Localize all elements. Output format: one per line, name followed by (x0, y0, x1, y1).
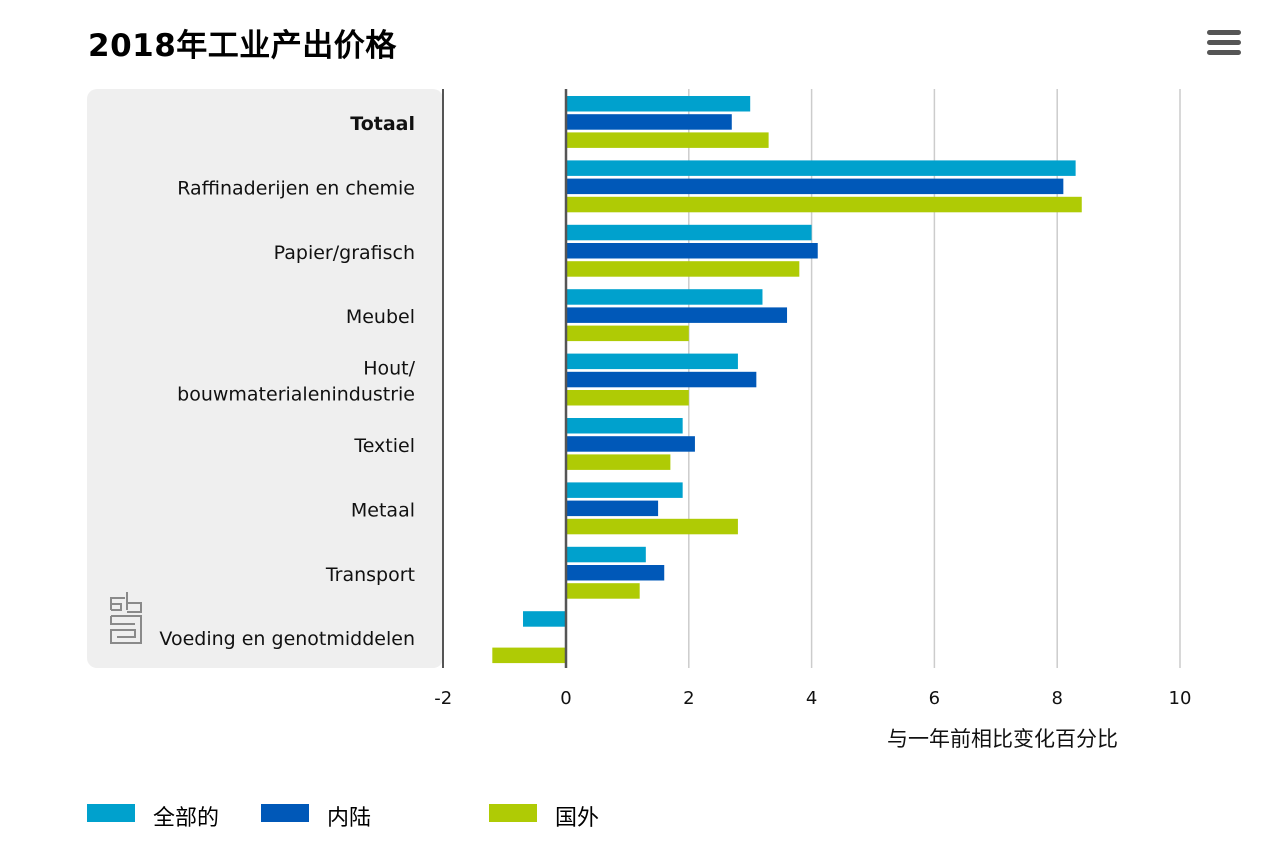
legend-swatch-totaal (87, 804, 135, 822)
bar-buitenland-4 (566, 325, 689, 342)
category-label: Meubel (346, 306, 415, 328)
legend: 全部的 内陆 国外 (0, 800, 1267, 840)
bar-totaal-3 (566, 224, 812, 241)
category-label: Voeding en genotmiddelen (159, 628, 415, 650)
bar-totaal-8 (566, 546, 646, 563)
bar-buitenland-6 (566, 454, 671, 470)
legend-label-buitenland: 国外 (555, 806, 600, 831)
bar-binnenland-5 (566, 371, 757, 388)
x-axis-label: 与一年前相比变化百分比 (887, 727, 1118, 751)
legend-label-binnenland: 内陆 (327, 806, 372, 831)
bar-binnenland-6 (566, 436, 695, 452)
bar-binnenland-2 (566, 178, 1064, 195)
bar-chart: Totaal Raffinaderijen en chemie Papier/gra… (87, 89, 1192, 751)
x-tick-label: 6 (929, 688, 940, 709)
x-tick-label: -2 (434, 688, 452, 709)
category-label: Papier/grafisch (274, 242, 415, 264)
x-tick-label: 10 (1169, 688, 1192, 709)
bar-totaal-4 (566, 289, 763, 305)
bar-binnenland-1 (566, 114, 732, 130)
bar-totaal-6 (566, 418, 683, 434)
x-tick-label: 4 (806, 688, 817, 709)
chart-title: 2018年工业产出价格 (88, 28, 397, 64)
category-label: Totaal (350, 113, 415, 135)
bar-binnenland-4 (566, 307, 788, 323)
category-label: Raffinaderijen en chemie (177, 177, 415, 199)
legend-swatch-buitenland (489, 804, 537, 822)
category-panel (87, 89, 443, 668)
hamburger-menu-icon[interactable] (1207, 30, 1243, 60)
bar-buitenland-2 (566, 196, 1082, 213)
category-label: Textiel (353, 435, 415, 457)
bar-buitenland-1 (566, 132, 769, 148)
bar-totaal-5 (566, 353, 738, 370)
category-label: Hout/ (363, 358, 415, 380)
bar-buitenland-5 (566, 390, 689, 406)
bar-buitenland-7 (566, 518, 738, 535)
bar-binnenland-7 (566, 500, 659, 517)
category-label: Transport (325, 564, 415, 586)
bar-totaal-2 (566, 160, 1076, 176)
bar-buitenland-3 (566, 261, 800, 277)
bar-buitenland-9 (492, 647, 566, 664)
category-label: bouwmaterialenindustrie (177, 384, 415, 406)
x-tick-label: 2 (683, 688, 694, 709)
x-tick-label: 0 (560, 688, 571, 709)
bar-buitenland-8 (566, 583, 640, 599)
bar-totaal-7 (566, 482, 683, 498)
category-label: Metaal (351, 499, 415, 521)
cbs-logo-icon (110, 592, 142, 644)
legend-swatch-binnenland (261, 804, 309, 822)
bar-binnenland-3 (566, 243, 818, 259)
legend-label-totaal: 全部的 (153, 806, 220, 831)
bar-totaal-9 (523, 611, 566, 627)
bar-binnenland-8 (566, 565, 665, 581)
bar-totaal-1 (566, 96, 751, 112)
x-tick-label: 8 (1051, 688, 1062, 709)
